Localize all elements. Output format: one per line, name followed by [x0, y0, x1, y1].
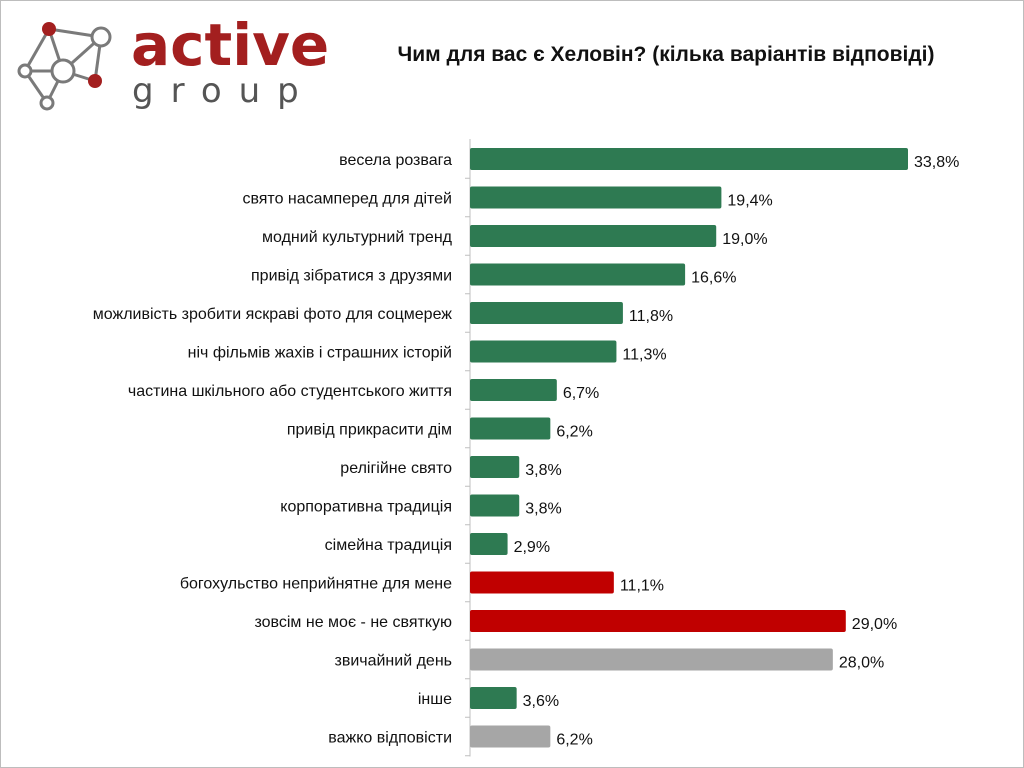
bar: [470, 340, 617, 363]
data-label: 19,4%: [727, 193, 772, 210]
data-label: 19,0%: [722, 231, 767, 248]
category-label: інше: [418, 691, 452, 708]
bar: [470, 263, 686, 286]
bar: [470, 687, 517, 709]
bar: [470, 533, 508, 555]
data-label: 2,9%: [514, 539, 550, 556]
data-label: 11,8%: [629, 308, 673, 325]
data-label: 6,7%: [563, 385, 599, 402]
logo-wordmark-active: active: [131, 11, 330, 79]
bar: [470, 186, 722, 209]
category-label: привід зібратися з друзями: [251, 268, 452, 285]
category-label: ніч фільмів жахів і страшних історій: [188, 345, 452, 362]
bar: [470, 610, 846, 632]
bar: [470, 725, 551, 748]
data-label: 11,1%: [620, 578, 664, 595]
category-label: частина шкільного або студентського житт…: [128, 383, 452, 400]
bar: [470, 571, 614, 594]
bar: [470, 494, 520, 517]
data-label: 6,2%: [556, 732, 592, 749]
data-label: 6,2%: [556, 424, 592, 441]
data-label: 29,0%: [852, 616, 897, 633]
data-label: 11,3%: [622, 347, 666, 364]
bar: [470, 148, 908, 170]
data-label: 3,8%: [525, 501, 561, 518]
data-label: 3,8%: [525, 462, 561, 479]
bar: [470, 302, 623, 324]
category-label: модний культурний тренд: [262, 229, 453, 246]
bar: [470, 648, 833, 671]
network-logo-icon: [17, 22, 112, 111]
bar: [470, 417, 551, 440]
category-label: звичайний день: [334, 653, 452, 670]
category-label: привід прикрасити дім: [287, 422, 452, 439]
category-label: свято насамперед для дітей: [242, 191, 452, 208]
category-label: можливість зробити яскраві фото для соцм…: [93, 306, 453, 323]
category-label: весела розвага: [339, 152, 452, 169]
data-label: 33,8%: [914, 154, 959, 171]
bar: [470, 379, 557, 401]
category-label: релігійне свято: [340, 460, 452, 477]
logo-wordmark-group: group: [132, 71, 316, 111]
data-label: 16,6%: [691, 270, 736, 287]
data-label: 3,6%: [523, 693, 559, 710]
category-label: сімейна традиція: [325, 537, 452, 554]
active-group-logo: active group: [11, 11, 329, 117]
category-label: важко відповісти: [328, 730, 452, 747]
bar: [470, 456, 520, 478]
category-label: богохульство неприйнятне для мене: [180, 576, 452, 593]
data-label: 28,0%: [839, 655, 884, 672]
category-label: зовсім не моє - не святкую: [254, 614, 452, 631]
category-label: корпоративна традиція: [280, 499, 452, 516]
chart-title: Чим для вас є Хеловін? (кілька варіантів…: [397, 43, 935, 66]
bar: [470, 225, 717, 247]
